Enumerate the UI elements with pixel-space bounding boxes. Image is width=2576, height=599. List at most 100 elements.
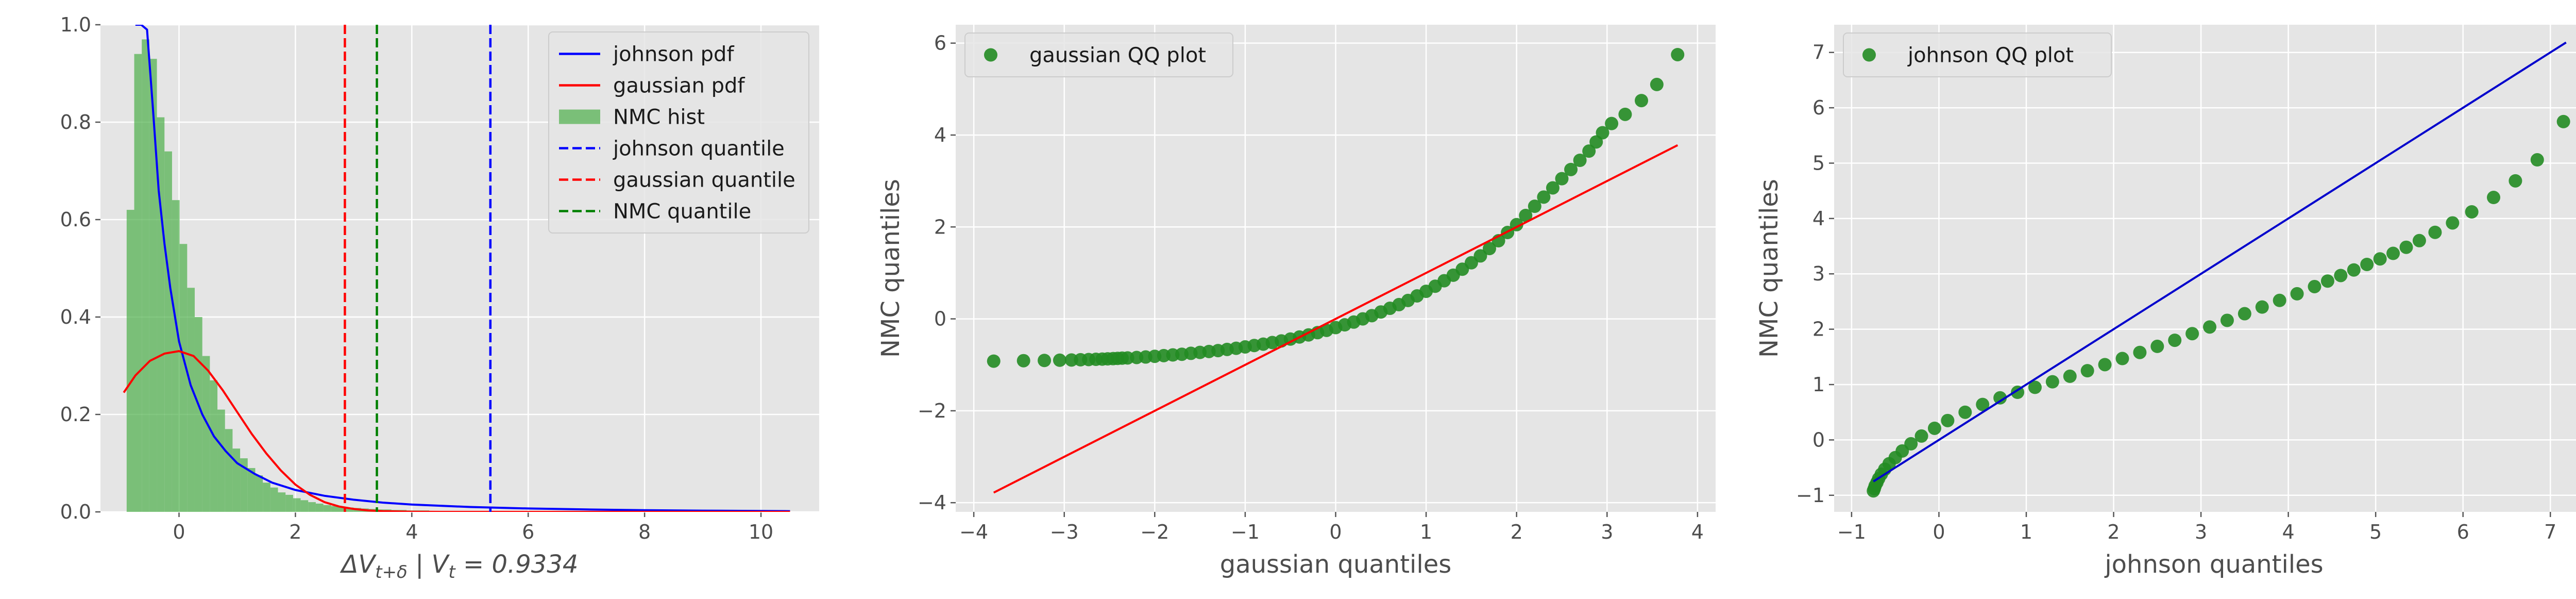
x-tick-label: 1 xyxy=(1420,521,1432,543)
legend-label-gaussian-qq-plot: gaussian QQ plot xyxy=(1029,44,1206,68)
histogram-bar xyxy=(149,59,157,512)
legend-label-johnson-qq-plot: johnson QQ plot xyxy=(1907,44,2074,68)
legend-box xyxy=(1843,32,2112,77)
legend-label-gaussian-pdf: gaussian pdf xyxy=(613,74,745,98)
scatter-point xyxy=(1564,162,1578,176)
histogram-bar xyxy=(225,429,233,512)
scatter-point xyxy=(2347,263,2361,277)
histogram-bar xyxy=(278,492,286,512)
x-axis-label: johnson quantiles xyxy=(2104,550,2323,579)
scatter-point xyxy=(2273,293,2286,307)
histogram-bar xyxy=(270,487,278,512)
y-tick-label: 0 xyxy=(934,308,946,330)
scatter-point xyxy=(2220,313,2234,327)
legend-box xyxy=(964,32,1233,77)
x-tick-label: 2 xyxy=(2107,521,2120,543)
legend-label-nmc-quantile: NMC quantile xyxy=(613,200,751,224)
scatter-point xyxy=(1671,47,1685,61)
scatter-point xyxy=(2386,246,2400,260)
scatter-point xyxy=(2556,114,2570,128)
scatter-point xyxy=(2045,375,2059,389)
scatter-point xyxy=(1546,181,1560,195)
scatter-point xyxy=(2373,252,2387,266)
histogram-bar xyxy=(247,468,256,512)
scatter-point xyxy=(1596,126,1609,140)
y-tick-label: 0.6 xyxy=(60,208,91,231)
plot-area xyxy=(1867,41,2570,498)
histogram-bar xyxy=(172,200,180,512)
scatter-point xyxy=(2308,279,2321,293)
x-tick-label: 3 xyxy=(2195,521,2207,543)
histogram-bar xyxy=(217,409,225,512)
scatter-point xyxy=(2133,345,2147,359)
scatter-point xyxy=(1528,199,1541,213)
gaussian-qq-panel: −4 −3 −2 −1 0 1 2 3 4 −4 −2 0 2 4 6 gaussian quantiles N… xyxy=(876,25,1716,579)
plot-background xyxy=(1834,25,2576,512)
scatter-point xyxy=(2399,240,2413,254)
scatter-point xyxy=(1483,242,1497,256)
scatter-point xyxy=(1914,429,1928,443)
y-tick-label: 1 xyxy=(1812,373,1825,396)
scatter-point xyxy=(1555,172,1569,186)
scatter-point xyxy=(1993,391,2007,405)
scatter-point xyxy=(1519,208,1533,222)
histogram-bar xyxy=(315,503,324,512)
histogram-bar xyxy=(187,288,195,512)
y-tick-label: −2 xyxy=(918,400,946,422)
histogram-bar xyxy=(210,380,218,512)
histogram-bar xyxy=(240,458,248,512)
y-tick-label: 2 xyxy=(934,215,946,238)
scatter-point xyxy=(2150,339,2164,353)
x-tick-label: 5 xyxy=(2369,521,2382,543)
histogram-bar xyxy=(338,507,346,512)
x-tick-label: 6 xyxy=(2457,521,2469,543)
scatter-point xyxy=(2115,352,2129,365)
scatter-point xyxy=(1464,256,1478,270)
histogram-bar xyxy=(134,54,142,512)
scatter-point xyxy=(1650,77,1664,91)
legend-swatch-nmc-hist xyxy=(559,109,600,124)
scatter-point xyxy=(2465,205,2479,219)
x-axis-label: gaussian quantiles xyxy=(1220,550,1452,579)
x-tick-label: 10 xyxy=(749,521,773,543)
reference-line xyxy=(993,144,1679,494)
x-tick-label: 1 xyxy=(2020,521,2032,543)
x-tick-label: 0 xyxy=(1329,521,1342,543)
y-tick-label: −1 xyxy=(1796,484,1825,507)
x-tick-label: 4 xyxy=(1691,521,1704,543)
y-tick-label: 4 xyxy=(1812,207,1825,230)
pdf-histogram-panel: 0 2 4 6 8 10 0.0 0.2 0.4 0.6 0.8 1.0 ΔVt+δ | Vt = 0.… xyxy=(60,13,819,583)
scatter-point xyxy=(2255,300,2269,314)
reference-line xyxy=(1873,41,2567,482)
scatter-point xyxy=(1958,405,1972,419)
scatter-point xyxy=(2334,269,2348,282)
johnson-qq-panel: −1 0 1 2 3 4 5 6 7 −1 0 1 2 3 4 5 6 7 johnson quantiles NMC… xyxy=(1755,25,2576,579)
plot-area xyxy=(987,47,1685,494)
scatter-point xyxy=(1941,413,1955,427)
x-tick-label: 2 xyxy=(289,521,301,543)
scatter-point xyxy=(1053,353,1066,367)
y-axis-label: NMC quantiles xyxy=(1755,179,1784,358)
scatter-point xyxy=(2446,216,2460,230)
scatter-point xyxy=(1016,354,1030,368)
histogram-bar xyxy=(194,317,202,512)
y-tick-label: 6 xyxy=(934,32,946,55)
histogram-bar xyxy=(164,151,172,512)
scatter-point xyxy=(2428,225,2442,239)
scatter-point xyxy=(1605,117,1619,130)
scatter-point xyxy=(1976,397,1990,411)
histogram-bar xyxy=(293,498,301,512)
x-tick-label: 0 xyxy=(1933,521,1945,543)
histogram-bar xyxy=(126,210,134,512)
legend-label-gaussian-quantile: gaussian quantile xyxy=(613,169,795,192)
histogram-bar xyxy=(263,482,270,512)
y-tick-label: 2 xyxy=(1812,318,1825,341)
scatter-point xyxy=(2203,320,2217,334)
histogram-bar xyxy=(300,500,309,512)
scatter-point xyxy=(1635,94,1649,108)
scatter-point xyxy=(2185,327,2199,341)
y-tick-label: 4 xyxy=(934,124,946,146)
scatter-point xyxy=(2320,274,2334,288)
scatter-point xyxy=(987,354,1001,368)
scatter-point xyxy=(2412,234,2426,247)
